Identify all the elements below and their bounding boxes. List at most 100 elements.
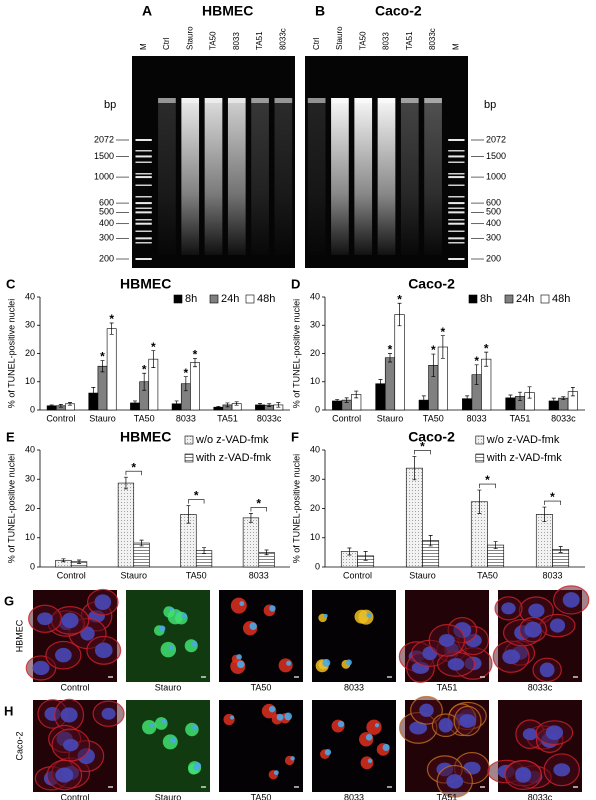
legend-swatch [475,453,485,463]
well-band [331,98,349,103]
nucleus-fragment [290,756,295,761]
legend-swatch [245,294,255,304]
dna-smear [181,103,200,255]
error-bar [216,405,221,409]
nucleus [438,717,453,733]
image-label: 8033c [528,682,553,692]
ladder-band [448,242,465,244]
lane-label: TA50 [209,31,218,50]
ladder-band [135,219,152,221]
legend-label: w/o z-VAD-fmk [486,434,560,446]
apoptotic-cell [142,719,157,735]
significance-bracket [544,500,561,506]
significance-star: * [183,366,188,380]
nucleus-fragment [382,743,390,751]
significance-star: * [100,350,105,364]
x-tick-label: Stauro [409,570,436,580]
image-label: TA51 [437,682,458,692]
significance-star: * [474,354,479,368]
significance-star: * [550,490,555,504]
error-bar [100,360,105,373]
nucleus-fragment [237,660,245,669]
dna-smear [204,103,223,255]
error-bar [186,505,191,524]
ladder-band [448,222,465,225]
nucleus [37,612,53,626]
nucleus [60,707,78,723]
x-tick-label: Control [57,570,86,580]
significance-star: * [193,347,198,361]
error-bar [139,539,144,547]
ladder-band [135,237,152,240]
x-tick-label: 8033 [176,413,196,423]
x-tick-label: Control [343,570,372,580]
legend-label: 8h [185,293,197,305]
y-tick-label: 20 [25,348,35,358]
error-bar [518,391,522,402]
unit-label: bp [484,99,496,111]
nucleus [94,594,112,611]
marker-label: 1500 [486,151,506,161]
well-band [158,98,176,103]
nucleus-fragment [273,770,279,776]
ladder-band [448,258,465,260]
x-tick-label: TA50 [134,413,155,423]
marker-label: 300 [99,233,114,243]
lane-label: 8033c [278,28,287,50]
significance-star: * [431,343,436,357]
dna-smear [251,103,269,255]
image-label: TA51 [437,792,458,800]
legend-label: 24h [221,293,239,305]
error-bar [508,394,513,402]
x-tick-label: TA51 [217,413,238,423]
error-bar [68,402,72,406]
legend-label: 48h [257,293,275,305]
ladder-band [135,222,152,225]
y-tick-label: 40 [25,444,35,454]
ladder-band [448,161,465,163]
apoptotic-cell [230,597,247,614]
dna-smear [377,103,396,255]
error-bar [193,357,197,368]
nucleus-fragment [159,625,166,632]
nucleus-fragment [324,748,332,756]
apoptotic-cell [160,641,177,658]
y-tick-label: 0 [315,404,320,414]
significance-star: * [151,340,156,354]
nucleus [524,621,542,638]
error-bar [440,335,445,359]
x-tick-label: 8033 [542,570,562,580]
y-axis-label: % of TUNEL-positive nuclei [6,299,16,408]
ladder-band [135,242,152,244]
x-tick-label: Stauro [120,570,147,580]
nucleus [446,774,464,789]
significance-bracket [125,470,142,476]
error-bar [202,547,207,554]
y-axis-label: % of TUNEL-positive nuclei [6,454,16,563]
ladder-band [448,176,465,179]
well-band [424,98,442,103]
nucleus [61,612,79,629]
error-bar [354,390,359,399]
ladder-band [135,173,152,175]
y-tick-label: 0 [30,404,35,414]
y-tick-label: 10 [310,532,320,542]
lane-label: M [451,43,460,50]
ladder-band [448,184,465,186]
y-tick-label: 30 [25,474,35,484]
ladder-band [135,150,152,152]
marker-label: 400 [486,218,501,228]
bar [242,517,260,568]
dna-smear [424,103,442,255]
error-bar [61,558,66,563]
nucleus [438,633,455,647]
bar [117,482,135,568]
ladder-band [448,237,465,240]
bar [535,514,553,568]
nucleus [549,618,566,633]
x-tick-label: Stauro [377,413,404,423]
chart-title: HBMEC [120,276,171,292]
legend-swatch [184,453,194,463]
nucleus-fragment [230,715,235,720]
lane-label: M [139,43,148,50]
